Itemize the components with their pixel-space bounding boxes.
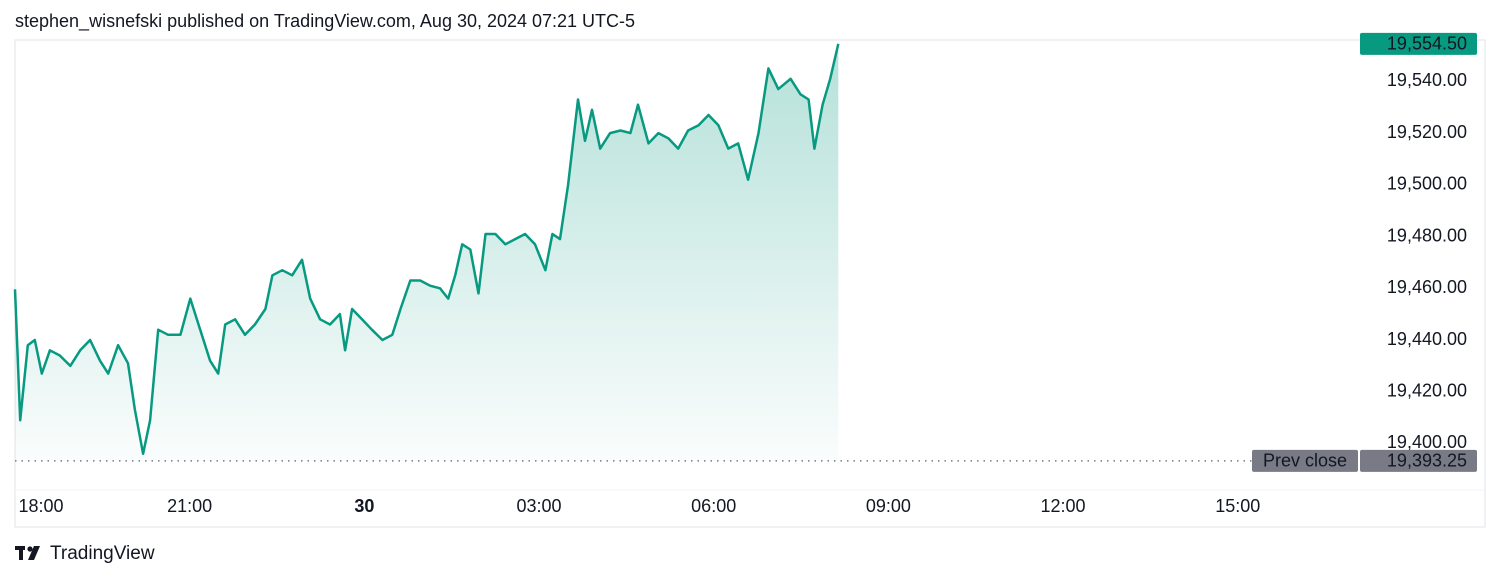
y-tick-label: 19,480.00: [1387, 225, 1467, 245]
x-tick-label: 15:00: [1215, 496, 1260, 516]
last-price-badge: [1360, 32, 1477, 55]
prev-close-label: 19,393.25: [1387, 451, 1467, 471]
y-tick-label: 19,460.00: [1387, 277, 1467, 297]
x-tick-label: 03:00: [517, 496, 562, 516]
y-tick-label: 19,540.00: [1387, 70, 1467, 90]
x-tick-label: 12:00: [1041, 496, 1086, 516]
brand-logo: [15, 546, 40, 560]
brand-name: TradingView: [50, 543, 155, 564]
y-tick-label: 19,420.00: [1387, 380, 1467, 400]
prev-close-badge: [1360, 449, 1477, 472]
last-price-label: 19,554.50: [1387, 34, 1467, 54]
x-tick-label: 18:00: [18, 496, 63, 516]
prev-close-name-badge: [1252, 449, 1358, 472]
chart-title: stephen_wisnefski published on TradingVi…: [15, 11, 635, 32]
y-tick-label: 19,440.00: [1387, 329, 1467, 349]
price-line: [13, 43, 840, 456]
y-tick-label: 19,500.00: [1387, 174, 1467, 194]
x-tick-label: 30: [354, 496, 374, 516]
chart-frame: [14, 39, 1486, 528]
x-tick-label: 09:00: [866, 496, 911, 516]
y-tick-label: 19,520.00: [1387, 122, 1467, 142]
x-tick-label: 21:00: [167, 496, 212, 516]
y-tick-label: 19,400.00: [1387, 432, 1467, 452]
x-tick-label: 06:00: [691, 496, 736, 516]
prev-close-name: Prev close: [1263, 451, 1347, 471]
area-fill: [15, 43, 839, 461]
